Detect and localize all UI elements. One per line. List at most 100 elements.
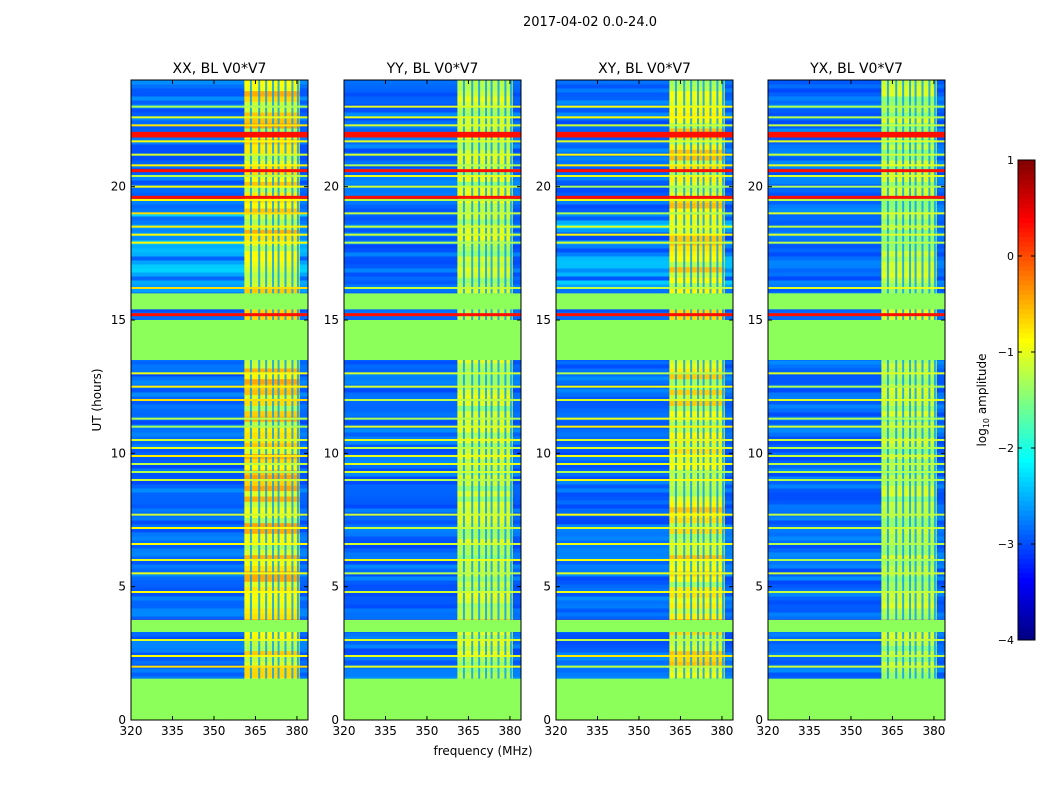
background-strip <box>768 128 945 133</box>
background-strip <box>768 120 945 125</box>
rfi-line <box>344 241 521 244</box>
spectrogram-image <box>131 80 308 720</box>
background-strip <box>344 488 521 493</box>
colorbar-segment <box>1018 472 1035 478</box>
background-strip <box>131 616 308 621</box>
flagged-region <box>556 620 733 632</box>
y-tick-label: 20 <box>111 180 126 194</box>
colorbar-segment <box>1018 457 1035 463</box>
background-strip <box>344 120 521 125</box>
colorbar-segment <box>1018 611 1035 617</box>
background-strip <box>556 600 733 605</box>
background-strip <box>344 88 521 93</box>
rfi-line <box>768 385 945 388</box>
background-strip <box>768 476 945 481</box>
background-strip <box>344 188 521 193</box>
background-strip <box>556 128 733 133</box>
background-strip <box>556 668 733 673</box>
background-strip <box>556 148 733 153</box>
background-strip <box>556 432 733 437</box>
background-strip <box>768 276 945 281</box>
background-strip <box>344 656 521 661</box>
rfi-line <box>344 513 521 516</box>
background-strip <box>131 576 308 581</box>
colorbar-segment <box>1018 491 1035 497</box>
background-strip <box>768 676 945 681</box>
background-strip <box>131 408 308 413</box>
background-strip <box>768 100 945 105</box>
rfi-line <box>344 447 521 449</box>
colorbar-segment <box>1018 428 1035 435</box>
background-strip <box>768 360 945 365</box>
background-strip <box>768 288 945 293</box>
background-strip <box>768 556 945 561</box>
background-strip <box>344 604 521 609</box>
y-tick-label: 10 <box>111 446 126 460</box>
background-strip <box>131 564 308 569</box>
rfi-line <box>768 439 945 441</box>
background-strip <box>768 412 945 417</box>
rfi-line <box>344 455 521 457</box>
rfi-line <box>131 153 308 156</box>
background-strip <box>344 560 521 565</box>
rfi-line <box>556 399 733 401</box>
background-strip <box>556 520 733 525</box>
background-strip <box>768 656 945 661</box>
rfi-line <box>131 225 308 228</box>
background-strip <box>556 596 733 601</box>
x-tick-label: 335 <box>161 724 184 738</box>
rfi-line <box>131 439 308 441</box>
background-strip <box>768 536 945 541</box>
background-strip <box>556 580 733 585</box>
rfi-line <box>131 471 308 473</box>
background-strip <box>131 156 308 161</box>
background-strip <box>556 236 733 241</box>
rfi-line <box>556 225 733 228</box>
colorbar-segment <box>1018 232 1035 238</box>
background-strip <box>344 200 521 205</box>
background-strip <box>768 600 945 605</box>
background-strip <box>768 364 945 369</box>
background-strip <box>131 176 308 181</box>
background-strip <box>556 92 733 97</box>
background-strip <box>344 264 521 269</box>
colorbar-segment <box>1018 208 1035 214</box>
colorbar-segment <box>1018 260 1035 267</box>
rfi-line <box>768 241 945 244</box>
colorbar-segment <box>1018 174 1035 180</box>
flagged-region <box>344 293 521 310</box>
rfi-line <box>768 513 945 516</box>
rfi-line <box>131 417 308 420</box>
background-strip <box>344 160 521 165</box>
background-strip <box>131 544 308 549</box>
panel-frame <box>343 79 522 721</box>
colorbar-segment <box>1018 587 1035 593</box>
spectrogram-panel: YY, BL V0*V7 320 335 350 365 380 0 5 10 15 20 <box>324 61 522 738</box>
colorbar-segment <box>1018 558 1035 564</box>
rfi-line <box>556 425 733 428</box>
background-strip <box>344 568 521 573</box>
colorbar-segment <box>1018 366 1035 372</box>
background-strip <box>556 500 733 505</box>
background-strip <box>556 316 733 321</box>
colorbar-segment <box>1018 308 1035 315</box>
background-strip <box>768 160 945 165</box>
background-strip <box>556 548 733 553</box>
strong-rfi-line <box>556 134 733 138</box>
colorbar-segment <box>1018 577 1035 583</box>
background-strip <box>556 208 733 213</box>
background-strip <box>556 652 733 657</box>
background-strip <box>556 388 733 393</box>
background-strip <box>556 488 733 493</box>
background-strip <box>344 388 521 393</box>
background-strip <box>344 436 521 441</box>
rfi-line <box>344 287 521 289</box>
colorbar-segment <box>1018 515 1035 521</box>
rfi-line <box>131 543 308 545</box>
background-strip <box>344 496 521 501</box>
y-tick-label: 15 <box>748 313 763 327</box>
background-strip <box>556 264 733 269</box>
background-strip <box>131 420 308 425</box>
background-strip <box>768 192 945 197</box>
background-strip <box>556 592 733 597</box>
